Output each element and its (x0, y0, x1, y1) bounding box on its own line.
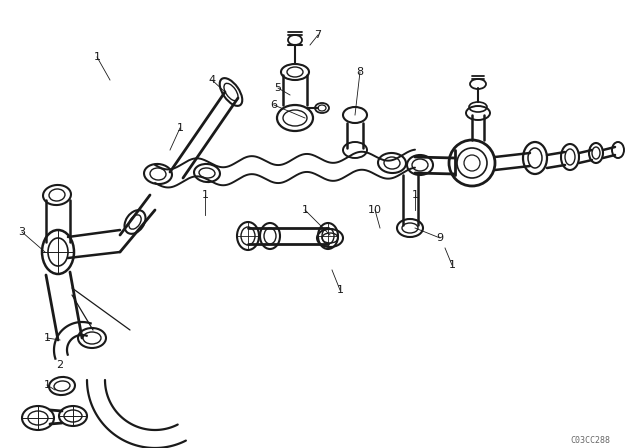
Text: 1: 1 (337, 285, 344, 295)
Text: 1: 1 (202, 190, 209, 200)
Text: 10: 10 (368, 205, 382, 215)
Text: 2: 2 (56, 360, 63, 370)
Text: 1: 1 (301, 205, 308, 215)
Text: 9: 9 (436, 233, 444, 243)
Text: C03CC288: C03CC288 (570, 435, 610, 444)
Text: 6: 6 (271, 100, 278, 110)
Text: 3: 3 (19, 227, 26, 237)
Text: 1: 1 (412, 190, 419, 200)
Text: 1: 1 (44, 380, 51, 390)
Text: 1: 1 (93, 52, 100, 62)
Text: 4: 4 (209, 75, 216, 85)
Text: 5: 5 (275, 83, 282, 93)
Text: 1: 1 (44, 333, 51, 343)
Text: 7: 7 (314, 30, 321, 40)
Text: 1: 1 (449, 260, 456, 270)
Text: 8: 8 (356, 67, 364, 77)
Text: 1: 1 (177, 123, 184, 133)
